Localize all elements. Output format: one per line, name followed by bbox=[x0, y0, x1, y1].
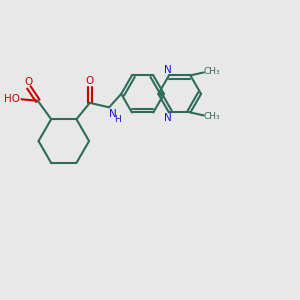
Text: O: O bbox=[25, 77, 33, 87]
Text: N: N bbox=[164, 65, 171, 75]
Text: CH₃: CH₃ bbox=[204, 112, 220, 121]
Text: CH₃: CH₃ bbox=[204, 67, 220, 76]
Text: N: N bbox=[164, 113, 171, 123]
Text: HO: HO bbox=[4, 94, 20, 104]
Text: O: O bbox=[86, 76, 94, 86]
Text: H: H bbox=[114, 115, 121, 124]
Text: N: N bbox=[109, 109, 117, 119]
